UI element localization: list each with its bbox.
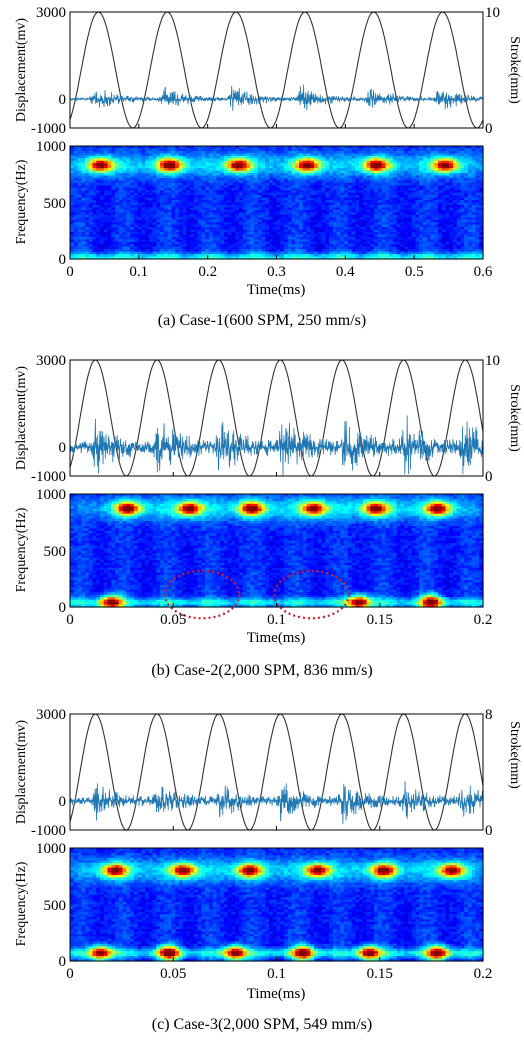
case1-ytick-minus1000: -1000: [31, 121, 66, 137]
case1-y2tick-0: 0: [485, 121, 493, 137]
case1-displacement-plot-area: [70, 12, 483, 128]
case1-y2tick-10: 10: [485, 5, 500, 21]
case1-ylabel: Displacement(mv): [14, 18, 29, 123]
case1-ytick-3000: 3000: [36, 5, 66, 21]
case1-ytick-0: 0: [59, 92, 67, 108]
case1-group: 3000 0 -1000 10 0 Displacement(mv) Strok…: [14, 5, 522, 298]
case1-spectrogram: 1000 500 0 Frequency(Hz) 0 0.1 0.2 0.3 0.4 0.…: [14, 124, 493, 298]
case1-displacement-chart: 3000 0 -1000 10 0 Displacement(mv) Strok…: [14, 5, 522, 137]
case1-y2label: Stroke(mm): [507, 36, 522, 104]
